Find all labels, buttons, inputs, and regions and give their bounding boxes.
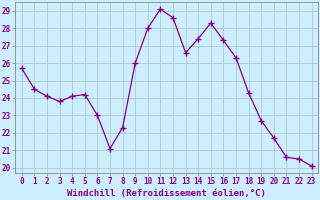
X-axis label: Windchill (Refroidissement éolien,°C): Windchill (Refroidissement éolien,°C) [67,189,266,198]
